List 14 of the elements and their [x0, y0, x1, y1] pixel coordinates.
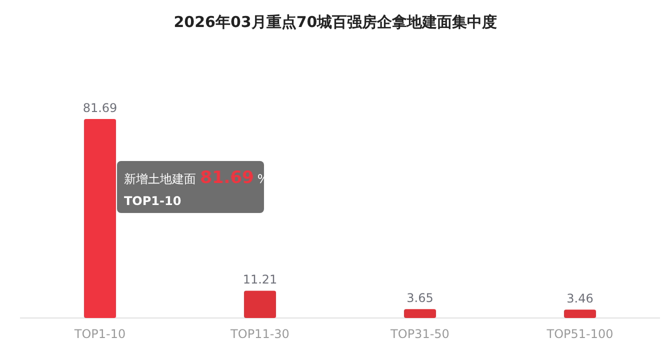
- bar: [564, 310, 596, 318]
- bar: [244, 290, 276, 318]
- bar: [404, 309, 436, 318]
- data-label: 11.21: [242, 272, 278, 287]
- data-label: 81.69: [82, 101, 118, 115]
- chart-title: 2026年03月重点70城百强房企拿地建面集中度: [174, 13, 498, 31]
- data-label: 3.46: [566, 292, 594, 306]
- bar: [84, 119, 116, 318]
- x-tick-label: TOP1-10: [73, 327, 126, 341]
- x-tick-label: TOP31-50: [390, 327, 450, 341]
- annotation: TOP1-10: [124, 194, 182, 208]
- data-label: 3.65: [406, 291, 434, 306]
- x-tick-label: TOP51-100: [546, 327, 614, 341]
- x-tick-label: TOP11-30: [230, 327, 290, 341]
